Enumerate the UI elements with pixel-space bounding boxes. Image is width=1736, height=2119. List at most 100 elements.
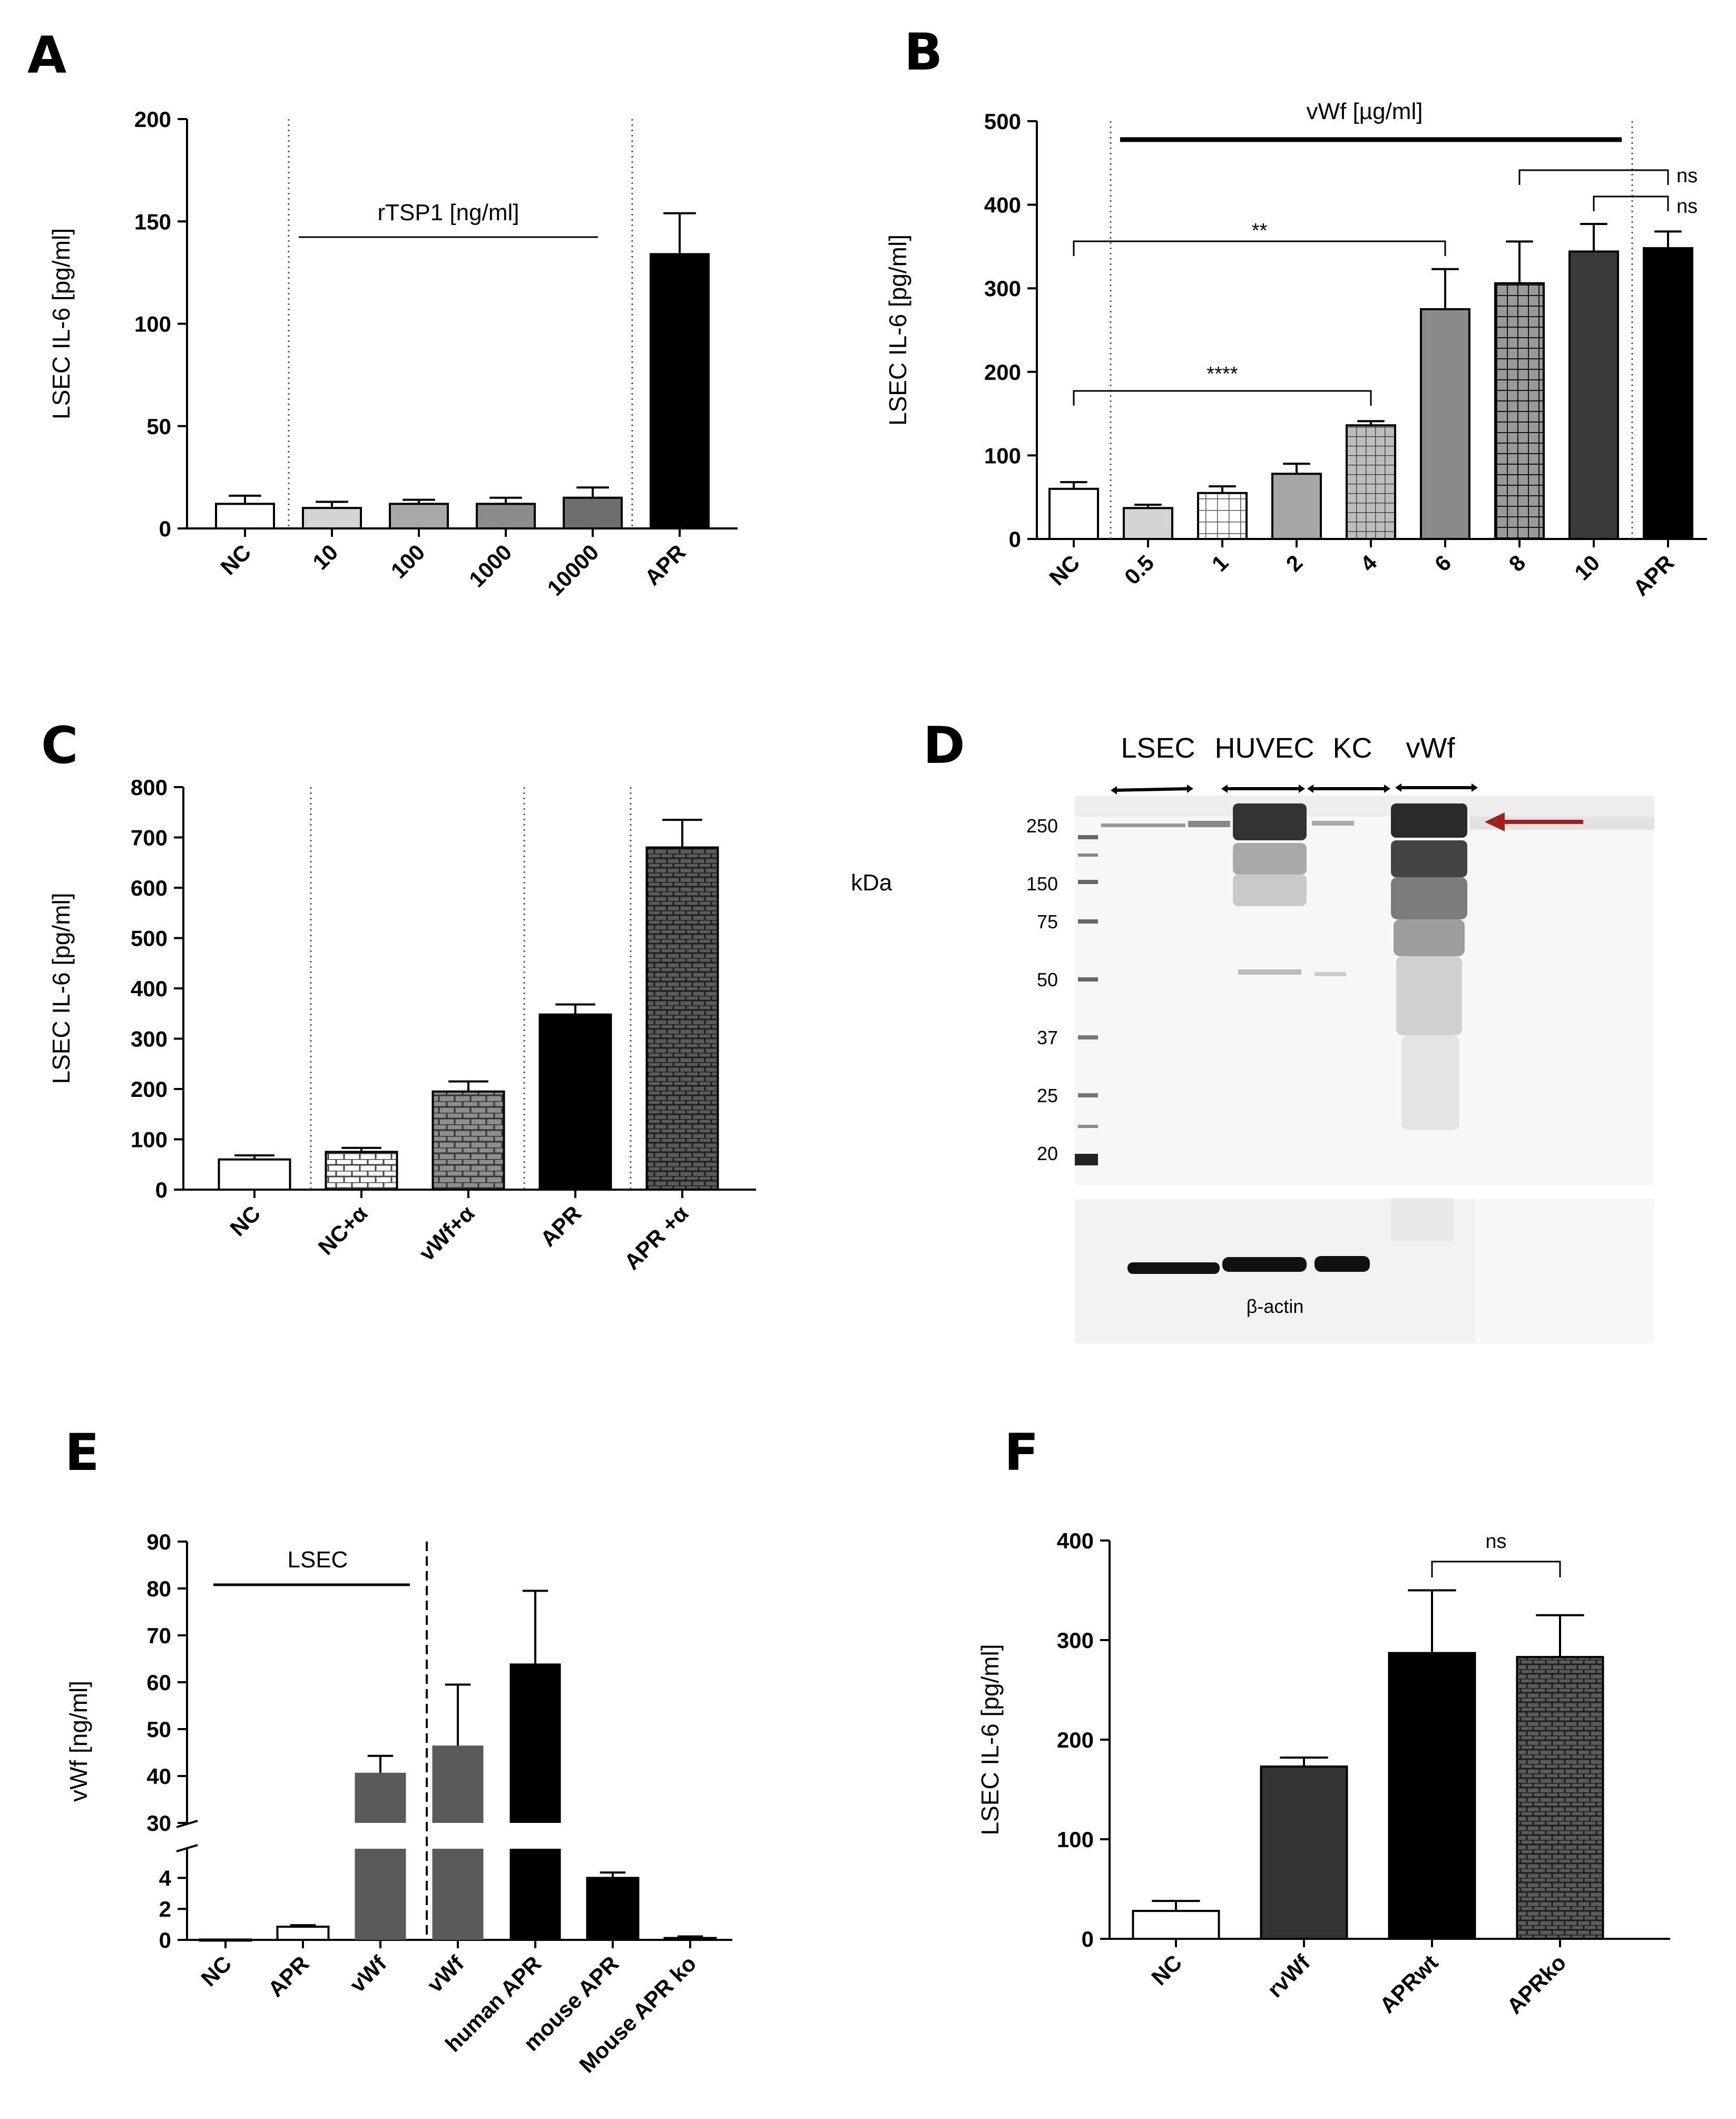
bar-apr xyxy=(650,253,710,530)
y-tick-label: 400 xyxy=(131,976,168,1001)
y-tick-label: 50 xyxy=(146,414,171,439)
bar-8 xyxy=(1494,282,1545,541)
y-tick-label: 2 xyxy=(159,1897,171,1921)
bar-10000 xyxy=(563,496,623,529)
y-tick-label: 70 xyxy=(146,1623,171,1648)
chart-a: 0 50 100 150 200 LSEC IL-6 [pg/ml] NC 10 100 1000… xyxy=(47,107,738,601)
chart-c: 0 100 200 300 400 500 600 700 800 LSEC IL-6 [pg/m… xyxy=(47,775,756,1274)
western-blot: LSEC HUVEC KC vWf 250 150 75 50 37 25 20… xyxy=(851,732,1654,1343)
x-tick-label: 2 xyxy=(1281,550,1308,576)
significance-bracket xyxy=(1073,240,1446,256)
x-tick-label: 10000 xyxy=(543,539,604,601)
marker-25: 25 xyxy=(1037,1085,1058,1106)
x-tick-label: 10 xyxy=(308,539,342,574)
x-tick-label: rvWf xyxy=(1262,1949,1315,2002)
x-tick-label: APR +α xyxy=(620,1201,693,1274)
y-axis-label: LSEC IL-6 [pg/ml] xyxy=(47,228,75,419)
x-tick-label: NC xyxy=(225,1201,265,1241)
y-tick-label: 400 xyxy=(984,193,1021,218)
bar-0-5 xyxy=(1123,507,1173,540)
bar-vwf-lower xyxy=(432,1849,484,1940)
bar-apr- xyxy=(645,846,719,1191)
lane-label-lsec: LSEC xyxy=(1121,732,1195,764)
x-tick-label: APRwt xyxy=(1375,1950,1443,2018)
bar-vwf- xyxy=(431,1090,505,1191)
lsec-group-label: LSEC xyxy=(288,1547,348,1573)
x-tick-label: NC xyxy=(1044,550,1084,590)
marker-75: 75 xyxy=(1037,911,1058,933)
x-tick-label: APR xyxy=(263,1951,313,2002)
kda-unit-label: kDa xyxy=(851,870,892,896)
y-tick-label: 200 xyxy=(1057,1728,1094,1752)
significance-bracket xyxy=(1431,1561,1561,1577)
bar-6 xyxy=(1420,308,1470,540)
y-tick-label: 200 xyxy=(134,107,171,132)
bar-vwf xyxy=(355,1772,406,1823)
y-tick-label: 700 xyxy=(131,826,168,850)
y-tick-label: 80 xyxy=(146,1576,171,1601)
treatment-label: rTSP1 [ng/ml] xyxy=(378,200,519,225)
chart-f: 0 100 200 300 400 LSEC IL-6 [pg/ml] NC rvWf APRw… xyxy=(976,1528,1670,2019)
chart-e: 30 40 50 60 70 80 90 0 2 4 vWf [ng/ml] LSEC NC APR vWf… xyxy=(65,1529,732,2077)
actin-faint xyxy=(1391,1199,1454,1241)
y-tick-label: 0 xyxy=(1082,1927,1094,1951)
y-axis-label: LSEC IL-6 [pg/ml] xyxy=(47,892,75,1084)
significance-bracket xyxy=(1518,169,1669,185)
lane-label-vwf: vWf xyxy=(1406,732,1456,764)
blot-gap xyxy=(1075,1185,1654,1199)
y-tick-label: 90 xyxy=(146,1529,171,1554)
bar-2 xyxy=(1271,473,1322,540)
bar-4 xyxy=(1346,424,1396,541)
x-tick-label: APR xyxy=(640,539,690,590)
bar-human-apr-lower xyxy=(509,1849,561,1940)
x-tick-label: vWf+α xyxy=(414,1201,479,1265)
x-tick-label: APR xyxy=(535,1201,586,1251)
y-tick-label: 30 xyxy=(146,1811,171,1836)
bar-vwf-lower xyxy=(355,1849,406,1940)
significance-label: ns xyxy=(1676,165,1698,187)
x-tick-label: APR xyxy=(1628,550,1679,601)
y-tick-label: 300 xyxy=(131,1027,168,1052)
panel-label-b: B xyxy=(904,23,943,82)
x-tick-label: APRko xyxy=(1502,1950,1571,2019)
bar-aprwt xyxy=(1388,1652,1476,1940)
y-tick-label: 4 xyxy=(159,1866,172,1890)
marker-50: 50 xyxy=(1037,969,1058,990)
x-tick-label: 4 xyxy=(1356,550,1382,576)
red-arrow-icon xyxy=(1485,812,1583,831)
y-tick-label: 100 xyxy=(984,443,1021,468)
x-tick-label: 100 xyxy=(386,539,430,583)
y-axis-label: LSEC IL-6 [pg/ml] xyxy=(884,234,911,426)
actin-bands xyxy=(1127,1256,1370,1274)
bar-1 xyxy=(1197,492,1248,541)
panel-label-c: C xyxy=(41,716,78,775)
bar-aprko xyxy=(1516,1656,1604,1940)
lane-label-kc: KC xyxy=(1332,732,1372,764)
marker-37: 37 xyxy=(1037,1027,1058,1048)
x-tick-label: NC xyxy=(1146,1950,1186,1990)
y-tick-label: 300 xyxy=(1057,1628,1094,1653)
y-tick-label: 500 xyxy=(131,926,168,951)
bar-1000 xyxy=(476,503,536,530)
x-tick-label: NC xyxy=(215,539,256,580)
y-tick-label: 300 xyxy=(984,276,1021,301)
y-tick-label: 0 xyxy=(159,1928,171,1953)
treatment-label: vWf [µg/ml] xyxy=(1307,99,1423,124)
y-tick-label: 600 xyxy=(131,876,168,900)
y-tick-label: 200 xyxy=(131,1077,168,1102)
panel-label-f: F xyxy=(1004,1423,1039,1482)
x-tick-label: 0.5 xyxy=(1120,550,1159,590)
lane-label-huvec: HUVEC xyxy=(1214,732,1314,764)
significance-label: ns xyxy=(1676,195,1698,218)
lane-brackets xyxy=(1111,783,1478,794)
y-axis-label: LSEC IL-6 [pg/ml] xyxy=(976,1644,1004,1835)
bar-nc xyxy=(215,503,275,530)
y-tick-label: 100 xyxy=(131,1127,168,1152)
axis-break-mark xyxy=(176,1844,198,1852)
bar-10 xyxy=(1568,250,1619,540)
bar-apr xyxy=(1643,247,1693,540)
y-tick-label: 0 xyxy=(159,516,171,541)
y-tick-label: 50 xyxy=(146,1717,171,1742)
bar-nc xyxy=(1132,1910,1220,1940)
bar-apr xyxy=(538,1013,612,1191)
